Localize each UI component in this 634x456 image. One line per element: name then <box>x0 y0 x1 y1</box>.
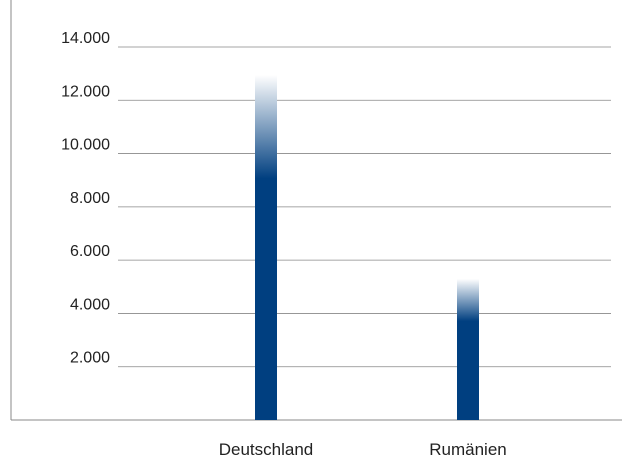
y-tick-label: 2.000 <box>70 350 110 367</box>
category-labels: Deutschland Rumänien <box>219 440 507 456</box>
bars <box>255 74 479 420</box>
gridlines <box>118 46 611 368</box>
y-tick-label: 14.000 <box>61 30 110 47</box>
y-tick-label: 10.000 <box>61 137 110 154</box>
y-tick-label: 4.000 <box>70 296 110 313</box>
bar-deutschland <box>255 74 277 420</box>
bar-rumänien <box>457 278 479 420</box>
category-label: Rumänien <box>429 440 507 456</box>
y-tick-labels: 2.000 4.000 6.000 8.000 10.000 12.000 14.000 <box>61 30 110 367</box>
axes <box>10 0 622 421</box>
y-tick-label: 8.000 <box>70 190 110 207</box>
y-tick-label: 12.000 <box>61 83 110 100</box>
category-label: Deutschland <box>219 440 314 456</box>
y-tick-label: 6.000 <box>70 243 110 260</box>
